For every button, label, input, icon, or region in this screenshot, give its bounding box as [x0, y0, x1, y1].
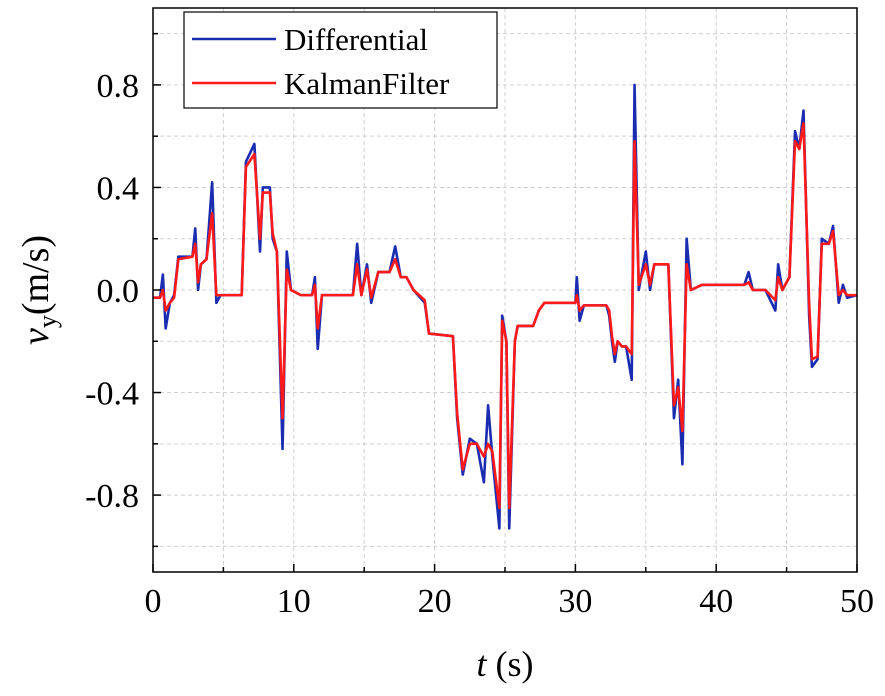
y-axis-label: vy(m/s) — [15, 235, 62, 345]
y-tick-label: 0.8 — [97, 68, 140, 105]
y-tick-label: 0.4 — [97, 170, 140, 207]
y-tick-label: 0.0 — [97, 273, 140, 310]
y-tick-label: -0.8 — [85, 478, 139, 515]
x-label-unit: (s) — [496, 644, 534, 684]
x-label-symbol: t — [476, 644, 487, 684]
legend-label: KalmanFilter — [284, 66, 450, 101]
y-label-unit: (m/s) — [15, 235, 57, 315]
x-tick-label: 30 — [558, 583, 592, 620]
legend-label: Differential — [284, 22, 428, 57]
y-label-subscript: y — [33, 315, 62, 328]
x-tick-label: 10 — [277, 583, 311, 620]
x-tick-label: 50 — [840, 583, 874, 620]
legend-box — [183, 11, 498, 109]
x-tick-label: 20 — [418, 583, 452, 620]
y-label-symbol: v — [15, 328, 57, 345]
y-tick-label: -0.4 — [85, 376, 139, 413]
data-line — [153, 122, 857, 510]
x-axis-label: t (s) — [476, 644, 533, 684]
x-tick-label: 40 — [699, 583, 733, 620]
x-tick-label: 0 — [145, 583, 162, 620]
